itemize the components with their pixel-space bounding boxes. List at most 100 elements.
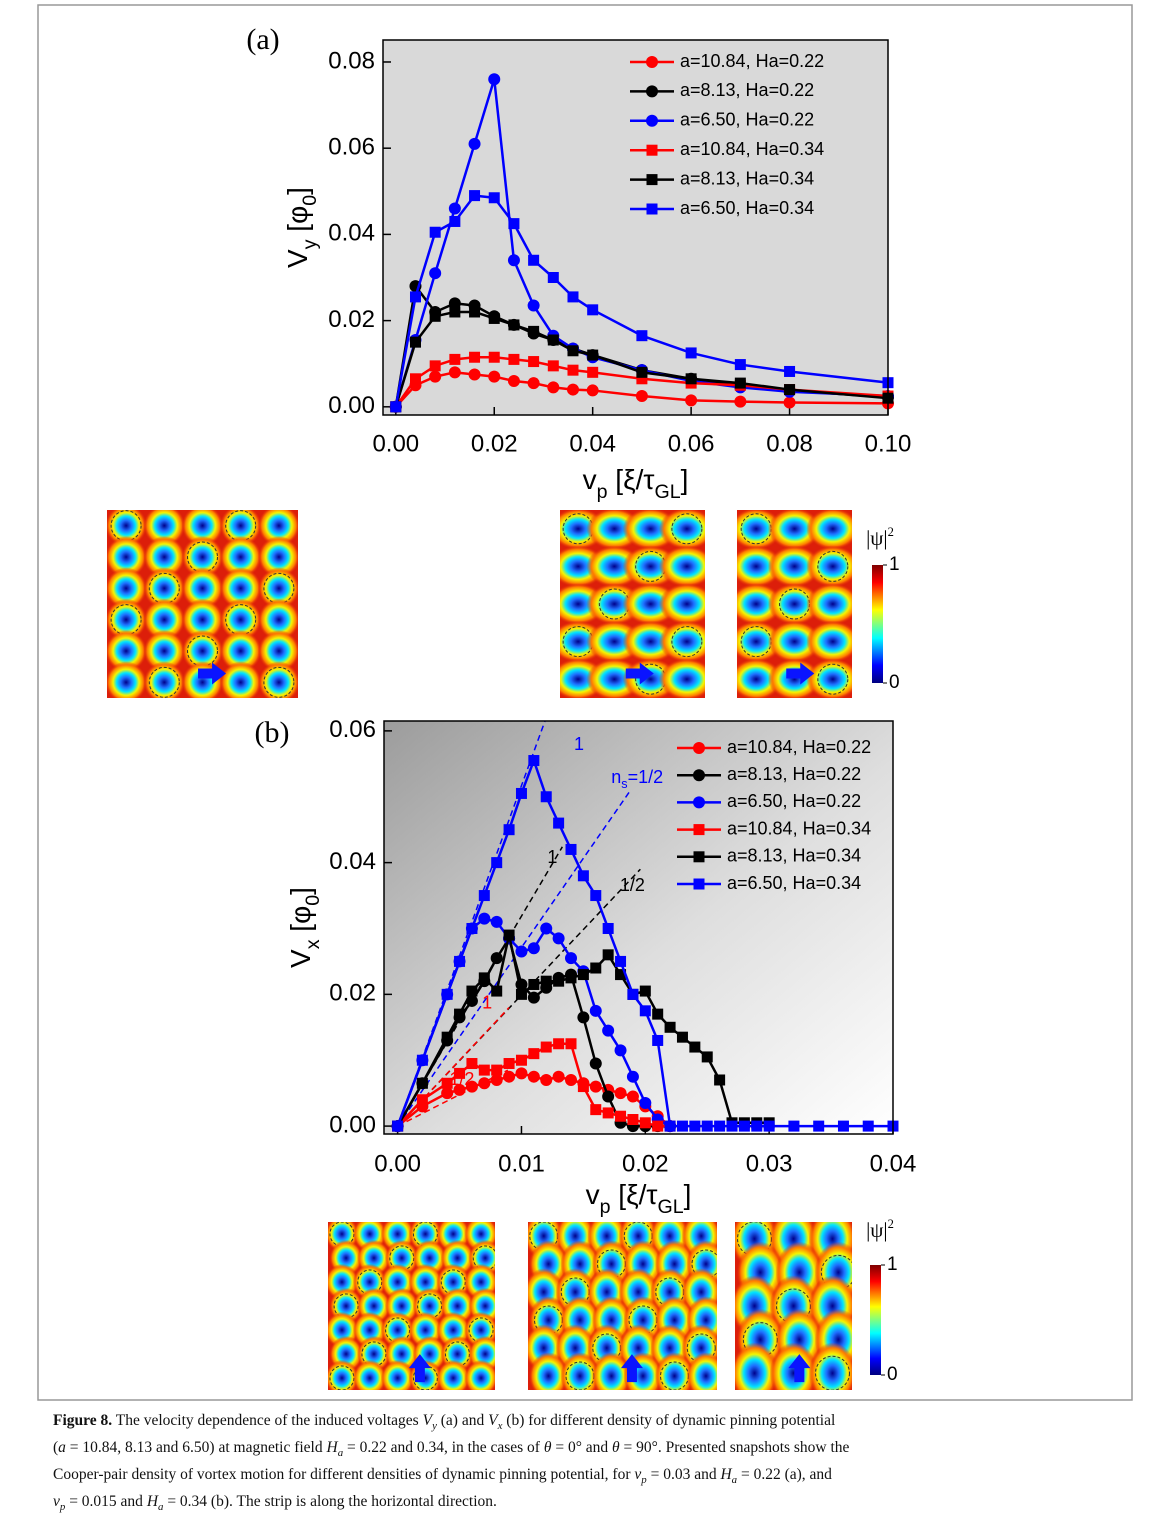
vortex (107, 510, 148, 547)
marker (590, 1104, 602, 1116)
marker (503, 824, 515, 836)
vortex (328, 1359, 359, 1390)
marker (734, 377, 746, 389)
marker (540, 791, 552, 803)
marker (527, 991, 540, 1004)
pinning-site (263, 572, 295, 604)
marker (490, 915, 503, 928)
marker (664, 1021, 676, 1033)
marker (639, 1117, 651, 1129)
vortex (219, 510, 262, 547)
pinning-site (110, 510, 142, 542)
marker (488, 192, 500, 204)
colorbar-tick-label: 1 (889, 554, 900, 575)
vortex (767, 583, 822, 625)
legend-label: a=10.84, Ha=0.22 (727, 737, 871, 757)
marker (429, 310, 441, 322)
pinning-site (110, 604, 142, 636)
marker (478, 972, 490, 984)
marker (390, 401, 402, 413)
superscript: 2 (888, 525, 894, 539)
marker (540, 1073, 553, 1086)
marker (614, 1044, 627, 1057)
text-part: |ψ| (866, 1218, 888, 1242)
caption-text: = 10.84, 8.13 and 6.50) at magnetic fiel… (65, 1439, 327, 1457)
marker (429, 370, 442, 383)
marker (565, 952, 578, 965)
pinning-site (817, 663, 849, 695)
subscript: 0 (302, 895, 324, 906)
colorbar-label: |ψ|2 (866, 525, 894, 550)
marker (862, 1120, 874, 1132)
marker (547, 360, 559, 372)
marker (615, 955, 627, 967)
marker (488, 312, 500, 324)
subscript: 0 (299, 195, 321, 206)
caption-line: Figure 8. The velocity dependence of the… (53, 1410, 849, 1437)
marker (448, 366, 461, 379)
marker (567, 291, 579, 303)
math-symbol: H (720, 1466, 732, 1484)
caption-text: = 0.22 (a), and (737, 1466, 832, 1484)
reference-label: 1/2 (620, 875, 645, 895)
vortex (181, 598, 224, 641)
marker (515, 988, 527, 1000)
pinning-site (148, 666, 180, 698)
marker (503, 1058, 515, 1070)
text-part: ] (681, 464, 689, 495)
marker (553, 975, 565, 987)
vortex (591, 1352, 632, 1390)
marker (468, 368, 481, 381)
pinning-site (187, 541, 218, 573)
marker (577, 1011, 590, 1024)
marker (837, 1120, 849, 1132)
vortex (143, 536, 186, 578)
vortex (143, 598, 186, 641)
marker (454, 1008, 466, 1020)
subscript: GL (657, 1196, 683, 1218)
legend-marker (693, 796, 705, 809)
snapshot (107, 510, 298, 698)
pinning-site (263, 666, 295, 698)
text-part: ] (282, 187, 313, 195)
marker (528, 325, 540, 337)
marker (409, 373, 421, 385)
marker (714, 1074, 726, 1086)
marker (639, 1097, 652, 1110)
marker (590, 890, 602, 902)
marker (734, 395, 747, 408)
math-subscript: a (337, 1447, 344, 1460)
text-part: V (285, 949, 316, 968)
x-tick-label: 0.04 (569, 430, 616, 457)
vortex (219, 630, 262, 672)
marker (689, 1120, 701, 1132)
marker (508, 218, 520, 230)
marker (490, 1073, 503, 1086)
legend-label: a=6.50, Ha=0.22 (680, 110, 814, 130)
marker (478, 1064, 490, 1076)
marker (763, 1120, 775, 1132)
marker (567, 345, 579, 357)
marker (565, 843, 577, 855)
vortex (257, 598, 298, 641)
marker (602, 1107, 614, 1119)
pinning-site (225, 510, 257, 542)
legend-marker (693, 742, 705, 754)
caption-text: = 0° and (551, 1439, 613, 1457)
subscript: s (621, 777, 627, 791)
colorbar (872, 565, 883, 683)
marker (528, 1048, 540, 1060)
text-part: V (282, 249, 313, 268)
marker (685, 394, 698, 407)
caption-text: = 0.22 and 0.34, in the cases of (343, 1439, 544, 1457)
vortex (143, 661, 186, 698)
text-part: ] (684, 1179, 692, 1210)
caption-text: = 0.015 and (65, 1493, 147, 1511)
y-tick-label: 0.04 (329, 848, 376, 875)
marker (503, 1070, 516, 1083)
figure: 0.00 0.02 0.04 0.06 0.08 0.10 0.00 0.02 0.04 0.06… (37, 4, 1133, 1401)
text-part: [φ (285, 906, 316, 940)
marker (507, 374, 520, 387)
marker (469, 351, 481, 363)
snapshot (735, 1222, 852, 1390)
